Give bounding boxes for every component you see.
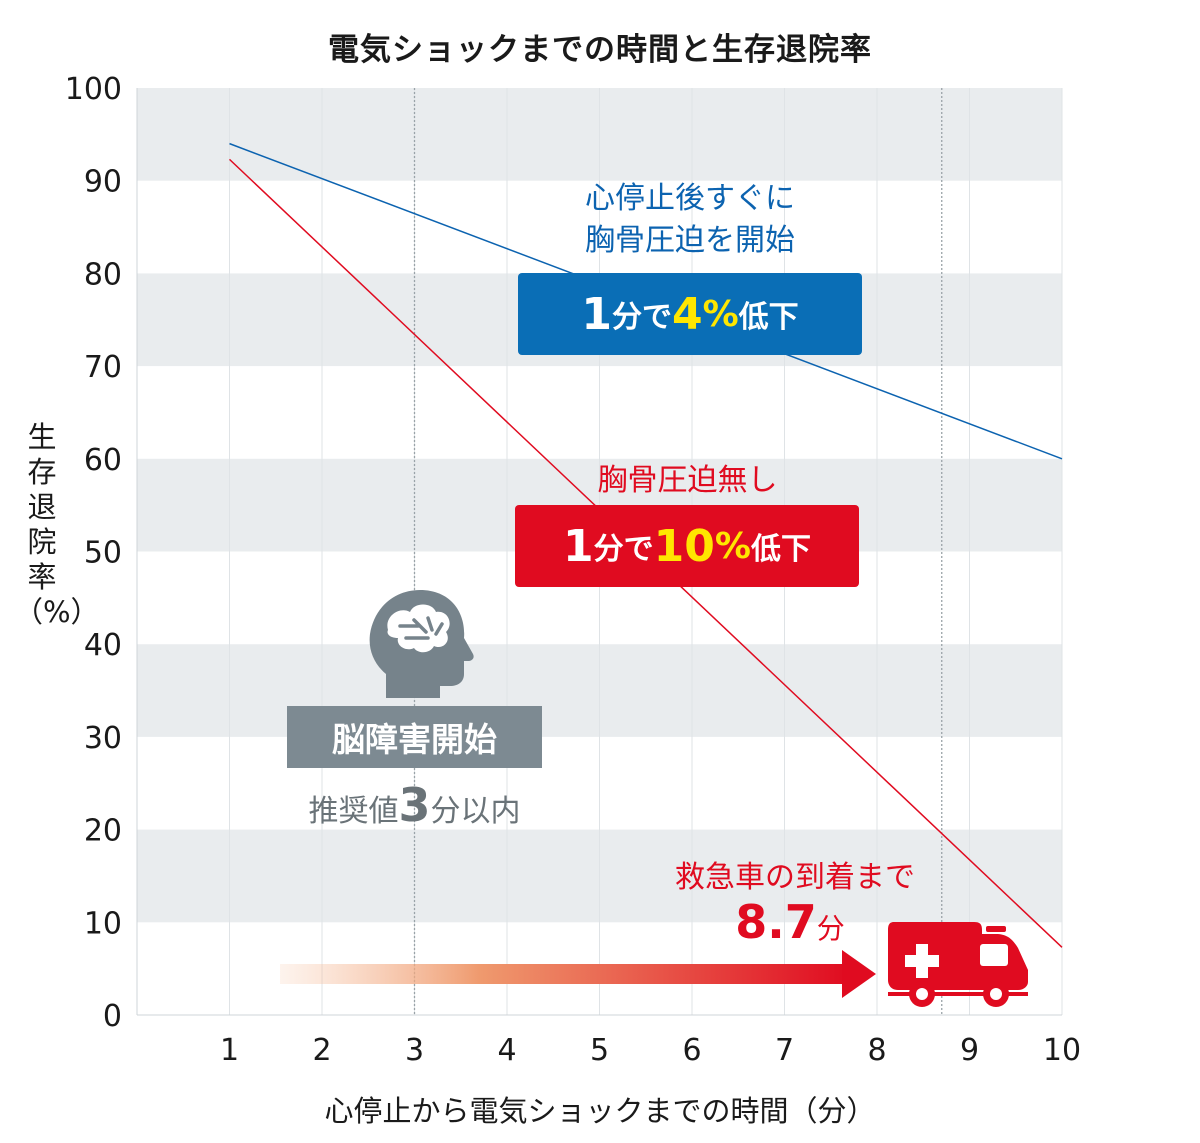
blue-badge-text1: 分で bbox=[611, 300, 672, 335]
y-axis-label-chars: 生存退院率 bbox=[14, 420, 70, 595]
y-tick-label: 80 bbox=[84, 257, 122, 292]
y-tick-label: 60 bbox=[84, 443, 122, 478]
recommended-post: 分以内 bbox=[430, 794, 521, 829]
x-tick-label: 5 bbox=[590, 1033, 609, 1068]
y-axis-label-char: 退 bbox=[27, 490, 57, 524]
blue-note-line1: 心停止後すぐに bbox=[585, 181, 795, 216]
x-axis-label: 心停止から電気ショックまでの時間（分） bbox=[324, 1094, 876, 1128]
y-axis-label-char: 生 bbox=[27, 420, 57, 454]
red-badge-text2: 低下 bbox=[750, 532, 811, 567]
y-tick-label: 30 bbox=[84, 721, 122, 756]
y-axis-label: 生存退院率 （%） bbox=[14, 420, 100, 630]
reference-lines bbox=[413, 88, 943, 1015]
y-axis-label-char: 存 bbox=[27, 455, 57, 489]
y-tick-label: 0 bbox=[103, 999, 122, 1034]
brain-damage-label: 脳障害開始 bbox=[287, 706, 542, 768]
red-badge-percent: % bbox=[714, 525, 751, 567]
x-tick-label: 6 bbox=[682, 1033, 701, 1068]
blue-rate-badge: 1 分で 4 % 低下 bbox=[518, 273, 862, 355]
ambulance-value: 8.7 bbox=[735, 895, 817, 949]
red-badge-num: 1 bbox=[563, 520, 594, 572]
y-axis-label-unit: （%） bbox=[14, 595, 100, 629]
red-badge-text1: 分で bbox=[593, 532, 654, 567]
blue-badge-percent: % bbox=[702, 293, 739, 335]
recommended-pre: 推奨値 bbox=[308, 794, 399, 829]
y-tick-label: 50 bbox=[84, 536, 122, 571]
x-tick-label: 9 bbox=[960, 1033, 979, 1068]
ambulance-note: 救急車の到着まで bbox=[675, 860, 915, 895]
ambulance-unit: 分 bbox=[816, 912, 845, 945]
ambulance-icon bbox=[888, 922, 1028, 1007]
x-tick-label: 4 bbox=[497, 1033, 516, 1068]
y-tick-label: 10 bbox=[84, 906, 122, 941]
red-badge-highlight: 10 bbox=[653, 520, 715, 572]
blue-badge-highlight: 4 bbox=[671, 288, 703, 340]
arrow-icon bbox=[280, 950, 876, 998]
y-tick-label: 100 bbox=[65, 72, 122, 107]
ambulance-time: 8.7分 bbox=[700, 895, 880, 949]
y-tick-label: 40 bbox=[84, 628, 122, 663]
red-rate-badge: 1 分で 10 % 低下 bbox=[515, 505, 859, 587]
tick-labels: 0 10 20 30 40 50 60 70 80 90 100 1 2 3 4 5 6 7 8 9 10 bbox=[65, 72, 1081, 1068]
y-tick-label: 20 bbox=[84, 814, 122, 849]
x-tick-label: 1 bbox=[220, 1033, 239, 1068]
recommended-time: 推奨値3分以内 bbox=[262, 778, 567, 832]
blue-badge-num: 1 bbox=[581, 288, 612, 340]
y-axis-label-char: 院 bbox=[27, 525, 57, 559]
blue-badge-text2: 低下 bbox=[738, 300, 799, 335]
x-tick-label: 8 bbox=[867, 1033, 886, 1068]
axes bbox=[136, 88, 1062, 1016]
x-tick-label: 2 bbox=[312, 1033, 331, 1068]
x-tick-label: 7 bbox=[775, 1033, 794, 1068]
recommended-num: 3 bbox=[398, 778, 431, 832]
chart-title: 電気ショックまでの時間と生存退院率 bbox=[328, 32, 872, 68]
y-axis-label-char: 率 bbox=[27, 560, 57, 594]
blue-series-note: 心停止後すぐに 胸骨圧迫を開始 bbox=[520, 178, 860, 262]
y-tick-label: 70 bbox=[84, 350, 122, 385]
brain-head-icon bbox=[369, 590, 474, 698]
x-tick-label: 3 bbox=[405, 1033, 424, 1068]
y-tick-label: 90 bbox=[84, 165, 122, 200]
x-tick-label: 10 bbox=[1043, 1033, 1081, 1068]
blue-note-line2: 胸骨圧迫を開始 bbox=[585, 223, 795, 258]
red-series-note: 胸骨圧迫無し bbox=[597, 463, 778, 498]
